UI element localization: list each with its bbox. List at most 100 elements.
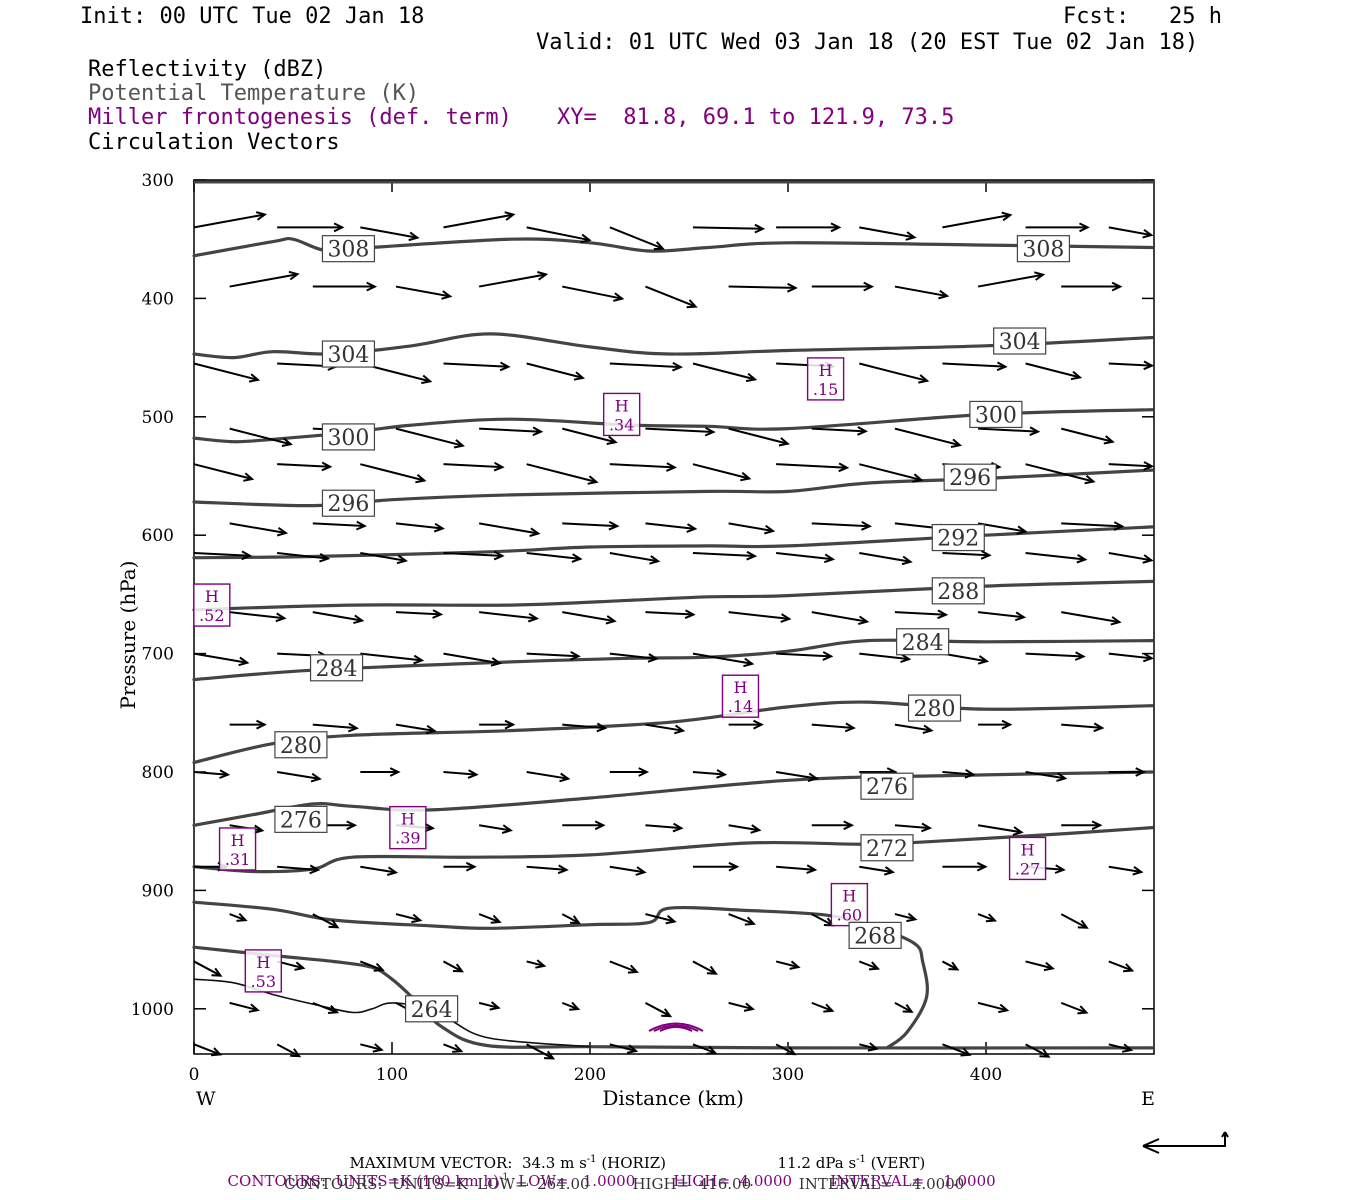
y-tick-label: 1000 [131, 1000, 174, 1020]
circulation-vector [859, 463, 924, 483]
circulation-vector [1108, 360, 1155, 371]
circulation-vector [775, 960, 801, 970]
circulation-vector [977, 1001, 1010, 1014]
fronto-contour-exp: -1 [498, 1172, 509, 1183]
circulation-vector [609, 361, 684, 372]
forecast-hour: Fcst: 25 h [1063, 4, 1222, 29]
y-tick-label: 900 [142, 881, 174, 901]
circulation-vector [277, 461, 333, 472]
circulation-vector [894, 723, 934, 735]
circulation-vector [692, 861, 740, 872]
fronto-max-value: .53 [251, 972, 276, 991]
circulation-vector [609, 767, 650, 777]
x-tick-label: 400 [970, 1065, 1002, 1085]
circulation-vector [728, 522, 776, 535]
fronto-max-marker: H [734, 678, 748, 697]
x-axis-label: Distance (km) [602, 1086, 744, 1110]
circulation-vector [811, 611, 870, 626]
circulation-vector [395, 723, 437, 735]
circulation-vector [395, 522, 445, 533]
vert-exp: -1 [856, 1154, 866, 1165]
circulation-vector [443, 211, 516, 229]
circulation-vector [645, 285, 698, 309]
circulation-vector [811, 1001, 835, 1013]
theta-label-box [321, 423, 376, 451]
circulation-vector [811, 722, 856, 733]
y-tick-label: 700 [142, 645, 174, 665]
x-tick-label: 0 [189, 1065, 200, 1085]
circulation-vector [692, 223, 766, 234]
fronto-max-value: .39 [395, 829, 420, 848]
circulation-vector [644, 1001, 673, 1018]
circulation-vector [443, 361, 511, 372]
circulation-vector [728, 282, 798, 293]
horiz-exp: -1 [586, 1154, 597, 1165]
circulation-vector [360, 463, 427, 484]
circulation-vector [478, 271, 549, 288]
circulation-vector [1060, 1001, 1089, 1015]
circulation-vector [526, 551, 583, 563]
circulation-vector [977, 522, 1028, 535]
theta-label-box [1016, 235, 1071, 263]
theta-label-box [274, 805, 328, 833]
circulation-vector [229, 427, 293, 447]
theta-contour-276 [192, 770, 1154, 827]
fronto-contour-range: LOW= 1.0000 HIGH= 4.0000 INTERVAL= 1.000… [508, 1172, 996, 1190]
circulation-vector [277, 551, 331, 563]
theta-label-box [907, 694, 962, 722]
circulation-vector [645, 913, 677, 925]
fronto-max-value: .15 [813, 380, 838, 399]
theta-label-box [969, 400, 1023, 429]
circulation-vector [229, 912, 248, 922]
circulation-vector [859, 652, 912, 664]
circulation-vector [692, 463, 752, 482]
circulation-vector [561, 1001, 581, 1011]
theta-label-box [848, 921, 902, 949]
circulation-vector [312, 611, 365, 625]
circulation-vector [859, 865, 896, 876]
y-tick-label: 600 [142, 526, 174, 546]
fronto-max-value: .14 [728, 697, 753, 716]
circulation-vector [609, 226, 665, 251]
theta-label: 272 [866, 837, 908, 862]
valid-time: Valid: 01 UTC Wed 03 Jan 18 (20 EST Tue … [536, 30, 1199, 55]
reflectivity-contour [659, 1026, 693, 1032]
circulation-vector [977, 913, 998, 923]
theta-label-box [993, 327, 1047, 355]
circulation-vector [562, 611, 617, 625]
circulation-vector [360, 1043, 384, 1053]
circulation-vector [942, 550, 992, 560]
theta-contour-272 [192, 826, 1154, 874]
circulation-vector [941, 960, 960, 971]
theta-label: 284 [316, 657, 358, 682]
fronto-max-marker: H [842, 887, 856, 906]
circulation-vector [193, 362, 261, 383]
circulation-vector [776, 651, 834, 661]
circulation-vector [443, 652, 502, 667]
circulation-vector [776, 462, 850, 473]
circulation-vector [360, 551, 408, 565]
circulation-vector [193, 1043, 223, 1057]
theta-label: 308 [327, 238, 369, 263]
circulation-vector [312, 281, 378, 292]
theta-contour-292 [192, 525, 1154, 560]
max-vector-line: MAXIMUM VECTOR: 34.3 m s-1 (HORIZ) [340, 1140, 667, 1172]
circulation-vector [1060, 427, 1115, 445]
circulation-vector [859, 1042, 879, 1052]
circulation-vector [193, 463, 255, 482]
legend-reflectivity: Reflectivity (dBZ) [88, 57, 327, 82]
circulation-vector [728, 824, 762, 834]
horiz-suffix: (HORIZ) [596, 1154, 667, 1172]
circulation-vector [193, 769, 231, 779]
circulation-vector [276, 1043, 302, 1058]
legend-theta: Potential Temperature (K) [88, 81, 420, 106]
circulation-vector [1061, 722, 1105, 733]
theta-label: 300 [975, 403, 1017, 428]
circulation-vector [692, 362, 758, 383]
theta-label-box [860, 772, 914, 800]
theta-label: 280 [280, 734, 322, 759]
theta-label-box [321, 235, 376, 263]
theta-label: 276 [866, 775, 908, 800]
circulation-vector [728, 427, 790, 447]
fronto-contour-info: CONTOURS: UNITS=K (100 km h)-1 LOW= 1.00… [218, 1158, 996, 1189]
